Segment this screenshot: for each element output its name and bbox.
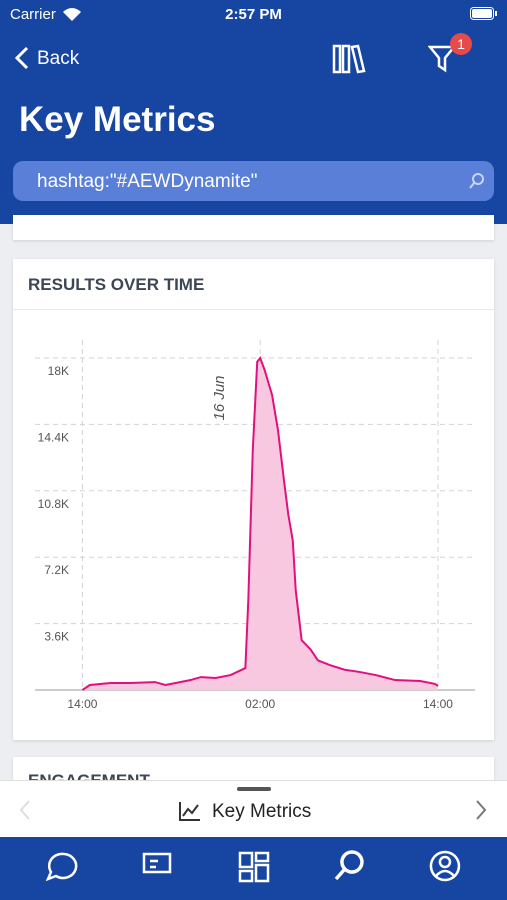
x-tick-label: 02:00 (245, 697, 275, 711)
back-button[interactable]: Back (37, 48, 80, 69)
data-line (81, 355, 439, 691)
chat-tab[interactable] (45, 852, 78, 882)
bottom-panel-title: Key Metrics (212, 801, 312, 822)
carrier: Carrier (10, 6, 56, 23)
wifi-icon (63, 8, 81, 21)
annotation: 16 Jun (211, 375, 228, 420)
search-icon (469, 173, 484, 189)
bottom-panel: Key Metrics (0, 780, 507, 838)
chart-icon (179, 802, 200, 821)
handle[interactable] (237, 787, 271, 791)
filter-badge: 1 (450, 33, 472, 55)
clock: 2:57 PM (225, 6, 282, 23)
back-chevron[interactable] (14, 46, 30, 70)
profile-tab[interactable] (429, 850, 461, 882)
y-tick-label: 3.6K (44, 630, 69, 644)
tab-icons (45, 850, 461, 883)
y-tick-label: 7.2K (44, 563, 69, 577)
area-fill (82, 358, 438, 690)
divider (13, 309, 494, 310)
prev-arrow[interactable] (18, 799, 32, 821)
dashboard-tab[interactable] (238, 851, 270, 883)
header: Carrier 2:57 PM Back 1 Key Metrics hasht… (0, 0, 507, 224)
next-arrow[interactable] (474, 799, 488, 821)
y-tick-label: 18K (48, 364, 69, 378)
y-tick-label: 14.4K (38, 430, 69, 444)
tab-bar (0, 837, 507, 900)
x-tick-label: 14:00 (423, 697, 453, 711)
search-text: hashtag:"#AEWDynamite" (37, 171, 258, 192)
library-icon[interactable] (330, 42, 368, 74)
previous-card (13, 215, 494, 240)
x-tick-label: 14:00 (67, 697, 97, 711)
battery-icon (470, 7, 497, 20)
search-tab[interactable] (334, 850, 364, 881)
alerts-tab[interactable] (142, 852, 172, 874)
search-bar[interactable]: hashtag:"#AEWDynamite" (13, 161, 494, 201)
page-title: Key Metrics (19, 100, 216, 139)
card-title: RESULTS OVER TIME (28, 275, 205, 294)
y-tick-label: 10.8K (38, 497, 69, 511)
